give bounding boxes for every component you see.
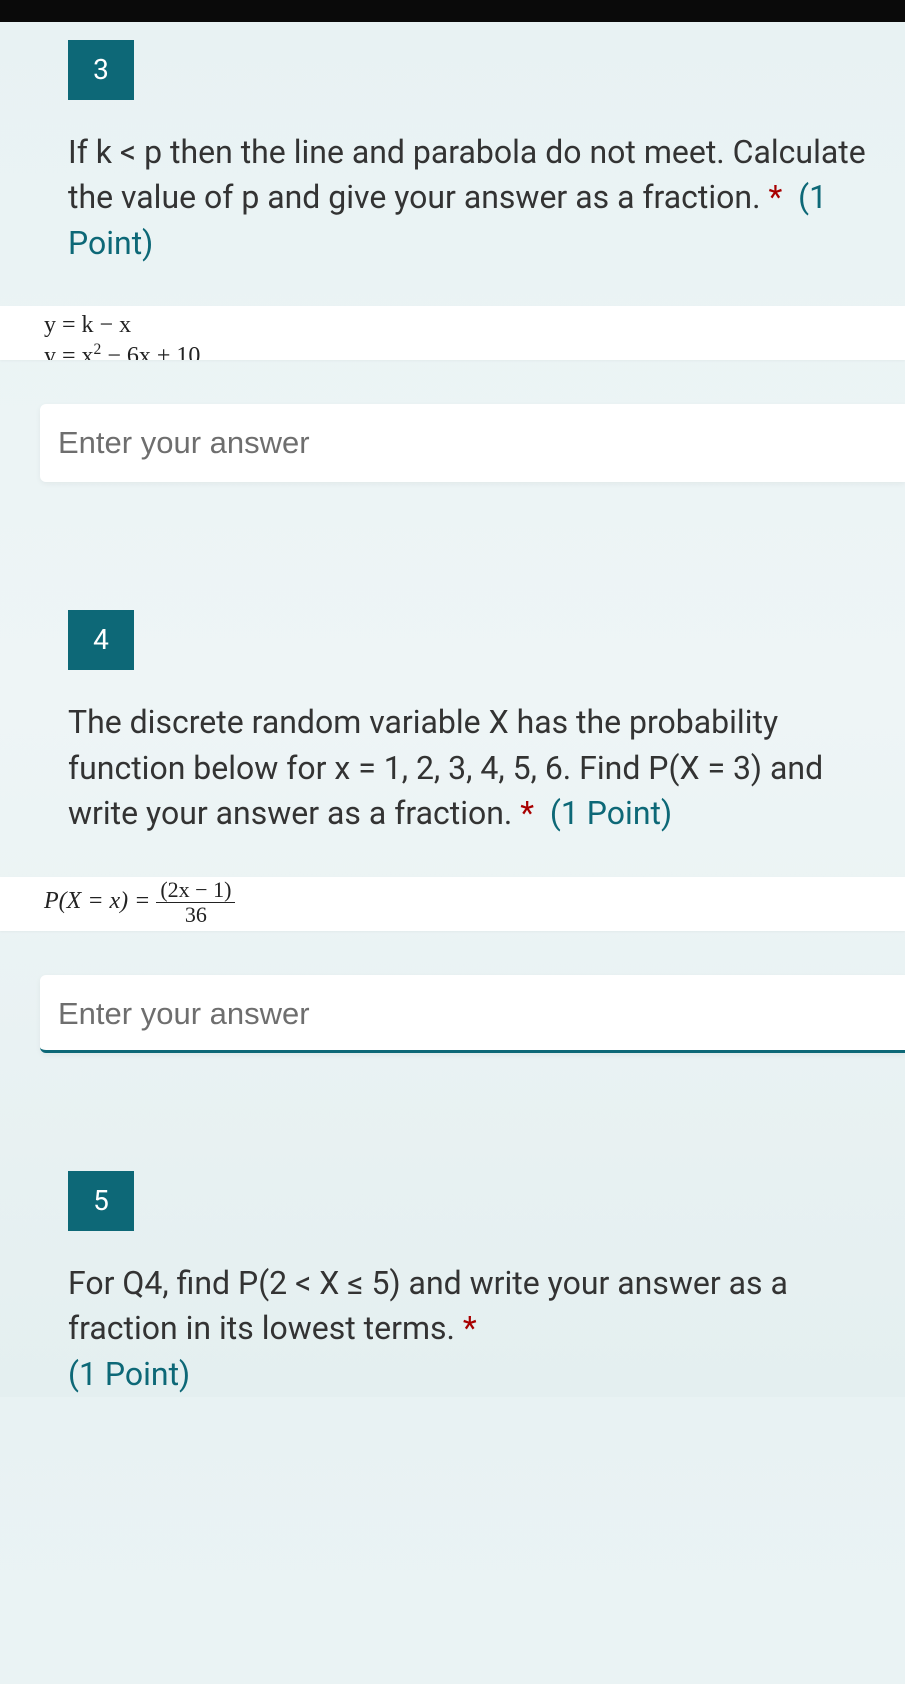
required-star: * bbox=[463, 1309, 477, 1347]
answer-input-q4[interactable] bbox=[40, 975, 905, 1053]
question-text: For Q4, find P(2 < X ≤ 5) and write your… bbox=[0, 1261, 905, 1397]
eq-suffix: − 6x + 10 bbox=[101, 343, 200, 360]
points-label: (1 Point) bbox=[550, 794, 672, 832]
question-block-5: 5 For Q4, find P(2 < X ≤ 5) and write yo… bbox=[0, 1153, 905, 1397]
equation-image-q3: y = k − x y = x2 − 6x + 10 bbox=[0, 306, 905, 360]
question-body: If k < p then the line and parabola do n… bbox=[68, 133, 866, 216]
question-text: If k < p then the line and parabola do n… bbox=[0, 130, 905, 266]
eq-numerator: (2x − 1) bbox=[156, 879, 235, 903]
answer-field-wrap-q4 bbox=[40, 975, 905, 1053]
spacer bbox=[0, 1053, 905, 1153]
points-label: (1 Point) bbox=[68, 1355, 190, 1393]
question-number-badge: 4 bbox=[68, 610, 134, 670]
question-text: The discrete random variable X has the p… bbox=[0, 700, 905, 836]
equation-line-2: y = x2 − 6x + 10 bbox=[44, 340, 905, 360]
equation-line: P(X = x) = (2x − 1)36 bbox=[44, 879, 905, 926]
question-block-3: 3 If k < p then the line and parabola do… bbox=[0, 22, 905, 266]
eq-lhs: P(X = x) = bbox=[44, 888, 156, 914]
eq-prefix: y = x bbox=[44, 343, 94, 360]
equation-image-q4: P(X = x) = (2x − 1)36 bbox=[0, 877, 905, 931]
answer-input-q3[interactable] bbox=[40, 404, 905, 482]
answer-field-wrap-q3 bbox=[40, 404, 905, 482]
eq-fraction: (2x − 1)36 bbox=[156, 879, 235, 926]
eq-denominator: 36 bbox=[156, 903, 235, 926]
equation-line-1: y = k − x bbox=[44, 310, 905, 340]
question-number-badge: 5 bbox=[68, 1171, 134, 1231]
question-body: The discrete random variable X has the p… bbox=[68, 703, 823, 832]
spacer bbox=[0, 482, 905, 592]
required-star: * bbox=[520, 794, 534, 832]
question-number-badge: 3 bbox=[68, 40, 134, 100]
top-bar bbox=[0, 0, 905, 22]
required-star: * bbox=[768, 178, 782, 216]
question-block-4: 4 The discrete random variable X has the… bbox=[0, 592, 905, 836]
question-body: For Q4, find P(2 < X ≤ 5) and write your… bbox=[68, 1264, 788, 1347]
